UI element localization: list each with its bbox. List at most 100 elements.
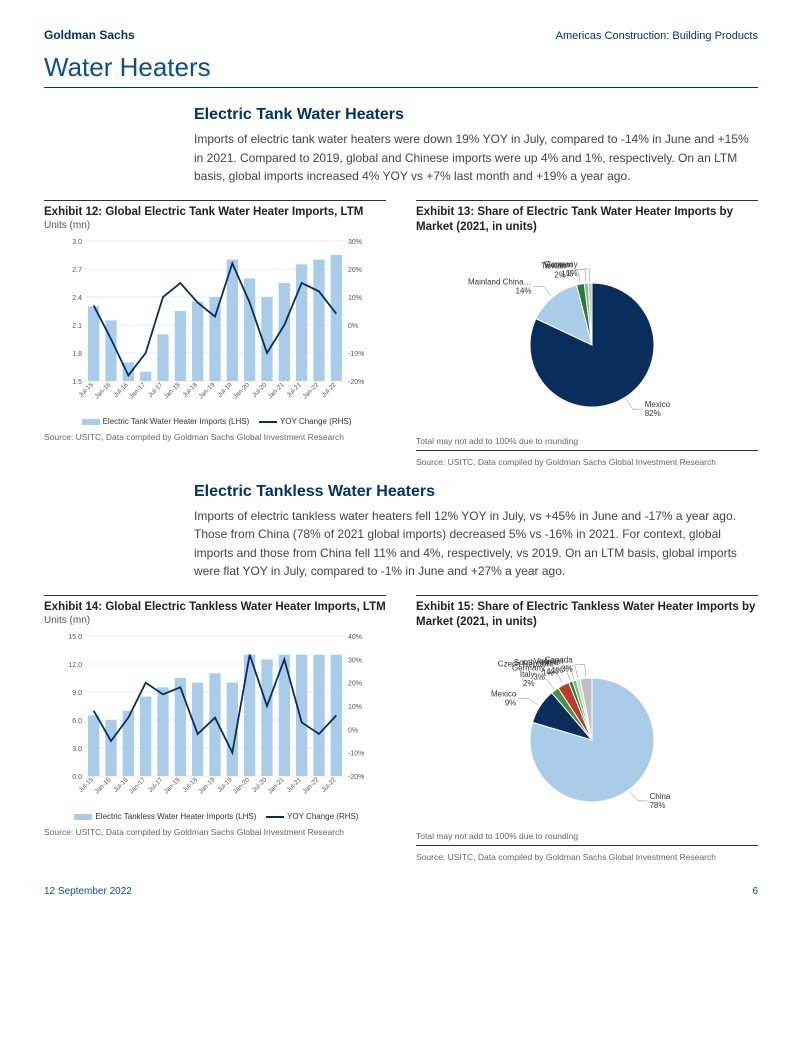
svg-text:2.4: 2.4 (72, 295, 82, 302)
exhibit-divider (416, 595, 758, 596)
svg-text:82%: 82% (645, 409, 661, 418)
chart-legend: Electric Tankless Water Heater Imports (… (44, 812, 386, 821)
svg-text:-20%: -20% (348, 774, 364, 781)
page-header: Goldman Sachs Americas Construction: Bui… (44, 28, 758, 42)
title-divider (44, 87, 758, 88)
svg-text:10%: 10% (348, 704, 362, 711)
svg-text:1%: 1% (566, 269, 578, 278)
exhibit-12: Exhibit 12: Global Electric Tank Water H… (44, 200, 386, 467)
svg-text:2.7: 2.7 (72, 267, 82, 274)
page-title: Water Heaters (44, 52, 758, 83)
exhibit-source: Source: USITC, Data compiled by Goldman … (44, 432, 386, 442)
svg-text:Jul-16: Jul-16 (112, 776, 130, 794)
svg-text:Jul-18: Jul-18 (182, 381, 200, 399)
svg-text:30%: 30% (348, 239, 362, 246)
svg-text:Jan-19: Jan-19 (197, 381, 216, 400)
svg-text:Jul-22: Jul-22 (320, 776, 338, 794)
svg-text:Germany: Germany (545, 260, 578, 269)
svg-text:2.1: 2.1 (72, 323, 82, 330)
svg-text:Jan-20: Jan-20 (232, 381, 251, 400)
footer-date: 12 September 2022 (44, 886, 132, 897)
svg-text:Jan-18: Jan-18 (163, 776, 182, 795)
svg-text:Mexico: Mexico (645, 400, 671, 409)
exhibit-subtitle: Units (mn) (44, 220, 386, 231)
svg-text:Jul-21: Jul-21 (286, 776, 304, 794)
svg-text:40%: 40% (348, 634, 362, 641)
svg-text:10%: 10% (348, 295, 362, 302)
svg-text:Jan-19: Jan-19 (197, 776, 216, 795)
svg-text:Jul-17: Jul-17 (147, 776, 165, 794)
exhibit-title: Exhibit 15: Share of Electric Tankless W… (416, 600, 758, 630)
footer-page: 6 (752, 886, 758, 897)
legend-item: Electric Tankless Water Heater Imports (… (95, 812, 256, 821)
svg-text:Jul-20: Jul-20 (251, 776, 269, 794)
svg-text:12.0: 12.0 (68, 662, 82, 669)
brand-name: Goldman Sachs (44, 28, 135, 42)
svg-text:3.0: 3.0 (72, 746, 82, 753)
svg-text:Jan-17: Jan-17 (128, 381, 147, 400)
exhibit-14: Exhibit 14: Global Electric Tankless Wat… (44, 595, 386, 862)
exhibit-source: Source: USITC, Data compiled by Goldman … (44, 827, 386, 837)
exhibit-title: Exhibit 13: Share of Electric Tank Water… (416, 205, 758, 235)
exhibit-13: Exhibit 13: Share of Electric Tank Water… (416, 200, 758, 467)
svg-text:Mexico: Mexico (491, 689, 517, 698)
svg-text:Jan-16: Jan-16 (93, 776, 112, 795)
svg-text:Canada: Canada (545, 655, 574, 664)
exhibit-divider (416, 200, 758, 201)
legend-item: YOY Change (RHS) (287, 812, 358, 821)
svg-text:Jul-17: Jul-17 (147, 381, 165, 399)
svg-text:Jan-17: Jan-17 (128, 776, 147, 795)
svg-text:15.0: 15.0 (68, 634, 82, 641)
exhibit-title: Exhibit 14: Global Electric Tankless Wat… (44, 600, 386, 615)
section-tankless: Electric Tankless Water Heaters Imports … (194, 483, 758, 581)
exhibit-divider (44, 200, 386, 201)
chart-legend: Electric Tank Water Heater Imports (LHS)… (44, 417, 386, 426)
pie-chart: Mexico82%Mainland China…14%Taiwan2%Vietn… (416, 235, 758, 430)
section-body: Imports of electric tankless water heate… (194, 507, 758, 581)
exhibit-15: Exhibit 15: Share of Electric Tankless W… (416, 595, 758, 862)
legend-item: Electric Tank Water Heater Imports (LHS) (103, 417, 250, 426)
svg-text:Mainland China…: Mainland China… (468, 277, 532, 286)
svg-text:1.8: 1.8 (72, 351, 82, 358)
svg-text:1.5: 1.5 (72, 379, 82, 386)
combo-chart: 0.03.06.09.012.015.0-20%-10%0%10%20%30%4… (44, 630, 386, 810)
exhibit-row-2: Exhibit 14: Global Electric Tankless Wat… (44, 595, 758, 862)
svg-text:Jan-21: Jan-21 (267, 776, 286, 795)
doc-category: Americas Construction: Building Products (556, 30, 758, 42)
legend-item: YOY Change (RHS) (280, 417, 351, 426)
svg-text:14%: 14% (516, 286, 532, 295)
svg-text:Jan-21: Jan-21 (267, 381, 286, 400)
svg-text:6.0: 6.0 (72, 718, 82, 725)
exhibit-divider (416, 845, 758, 846)
svg-text:Jan-20: Jan-20 (232, 776, 251, 795)
svg-text:Jan-22: Jan-22 (301, 381, 320, 400)
svg-text:Jul-21: Jul-21 (286, 381, 304, 399)
svg-text:30%: 30% (348, 657, 362, 664)
svg-text:3.0: 3.0 (72, 239, 82, 246)
svg-text:Jul-22: Jul-22 (320, 381, 338, 399)
svg-text:-10%: -10% (348, 751, 364, 758)
exhibit-source: Source: USITC, Data compiled by Goldman … (416, 852, 758, 862)
svg-text:0%: 0% (348, 323, 358, 330)
svg-text:9.0: 9.0 (72, 690, 82, 697)
svg-text:China: China (649, 792, 670, 801)
section-heading: Electric Tank Water Heaters (194, 106, 758, 124)
svg-text:-20%: -20% (348, 379, 364, 386)
section-body: Imports of electric tank water heaters w… (194, 130, 758, 186)
svg-text:0%: 0% (348, 727, 358, 734)
svg-text:Jul-16: Jul-16 (112, 381, 130, 399)
svg-text:78%: 78% (649, 801, 665, 810)
svg-text:0.0: 0.0 (72, 774, 82, 781)
svg-text:Jul-20: Jul-20 (251, 381, 269, 399)
svg-text:Jul-18: Jul-18 (182, 776, 200, 794)
svg-text:Jan-18: Jan-18 (163, 381, 182, 400)
section-tank: Electric Tank Water Heaters Imports of e… (194, 106, 758, 186)
exhibit-subtitle: Units (mn) (44, 615, 386, 626)
exhibit-title: Exhibit 12: Global Electric Tank Water H… (44, 205, 386, 220)
pie-chart: China78%Mexico9%Italy2%Germany3%Czech Re… (416, 630, 758, 825)
page-footer: 12 September 2022 6 (44, 886, 758, 897)
section-heading: Electric Tankless Water Heaters (194, 483, 758, 501)
combo-chart: 1.51.82.12.42.73.0-20%-10%0%10%20%30%Jul… (44, 235, 386, 415)
exhibit-note: Total may not add to 100% due to roundin… (416, 831, 758, 841)
svg-text:9%: 9% (505, 698, 517, 707)
